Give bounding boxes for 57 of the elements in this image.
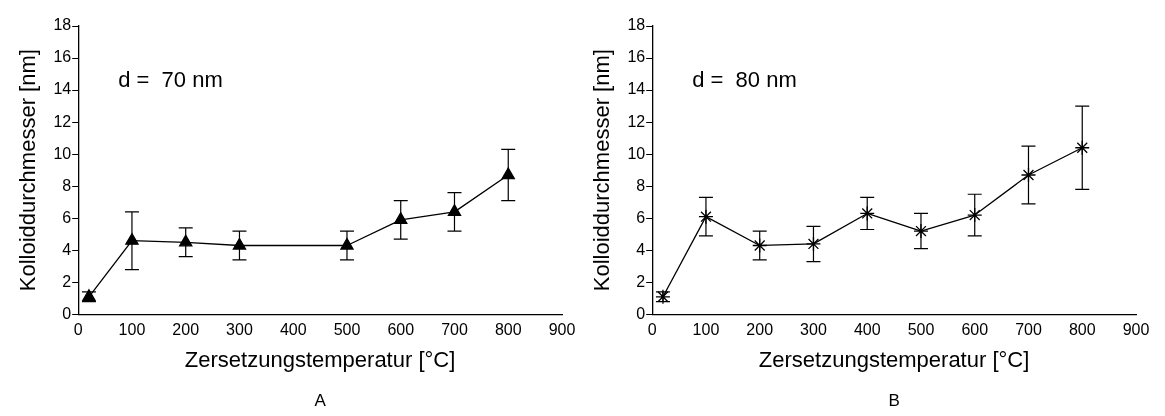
text: A [314, 391, 327, 411]
x-tick-label: 900 [1122, 321, 1150, 339]
x-tick-label: 900 [548, 321, 576, 339]
y-tick-label: 6 [62, 208, 72, 226]
y-axis-title: Kolloiddurchmesser [nm] [15, 49, 41, 292]
point [232, 237, 247, 250]
point [913, 223, 929, 239]
point [1020, 167, 1037, 183]
y-tick-label: 2 [62, 272, 72, 290]
y-tick-label: 8 [636, 176, 646, 194]
x-axis-title: Zersetzungstemperatur [°C] [184, 346, 456, 372]
x-tick-label: 600 [387, 321, 415, 339]
y-tick-label: 10 [53, 144, 72, 162]
y-tick-label: 12 [627, 112, 646, 130]
x-tick-label: 500 [333, 321, 361, 339]
x-tick-label: 700 [1015, 321, 1042, 339]
y-tick-label: 18 [627, 16, 646, 34]
y-tick-label: 8 [62, 176, 72, 194]
x-tick-label: 500 [907, 321, 935, 339]
x-tick-label: 200 [746, 321, 774, 339]
y-tick-label: 18 [53, 16, 72, 34]
y-tick-label: 0 [62, 304, 72, 322]
x-tick-label: 100 [118, 321, 146, 339]
point [698, 209, 714, 225]
y-tick-label: 16 [627, 48, 646, 66]
y-tick-label: 4 [62, 240, 72, 258]
y-tick-label: 10 [627, 144, 646, 162]
x-tick-label: 300 [800, 321, 827, 339]
y-tick-label: 6 [636, 208, 646, 226]
x-axis-title: Zersetzungstemperatur [°C] [758, 346, 1030, 372]
annotation: d = 80 nm [692, 67, 797, 93]
x-tick-label: 200 [172, 321, 200, 339]
annotation: d = 70 nm [118, 67, 223, 93]
x-tick-label: 700 [441, 321, 468, 339]
y-tick-label: 0 [636, 304, 646, 322]
x-tick-label: 100 [692, 321, 720, 339]
y-tick-label: 14 [627, 80, 646, 98]
y-axis-title: Kolloiddurchmesser [nm] [589, 49, 615, 292]
y-tick-label: 14 [53, 80, 72, 98]
x-tick-label: 800 [1068, 321, 1096, 339]
x-tick-label: 400 [279, 321, 307, 339]
x-tick-label: 0 [73, 321, 83, 339]
point [805, 236, 822, 252]
x-tick-label: 300 [226, 321, 253, 339]
y-tick-label: 12 [53, 112, 72, 130]
y-tick-label: 4 [636, 240, 646, 258]
x-tick-label: 600 [961, 321, 989, 339]
y-tick-label: 2 [636, 272, 646, 290]
point [752, 237, 768, 254]
point [967, 207, 983, 223]
x-tick-label: 800 [494, 321, 522, 339]
y-tick-label: 16 [53, 48, 72, 66]
x-tick-label: 400 [853, 321, 881, 339]
text: B [888, 391, 900, 411]
x-tick-label: 0 [647, 321, 657, 339]
point [859, 205, 875, 222]
point [1074, 140, 1090, 156]
